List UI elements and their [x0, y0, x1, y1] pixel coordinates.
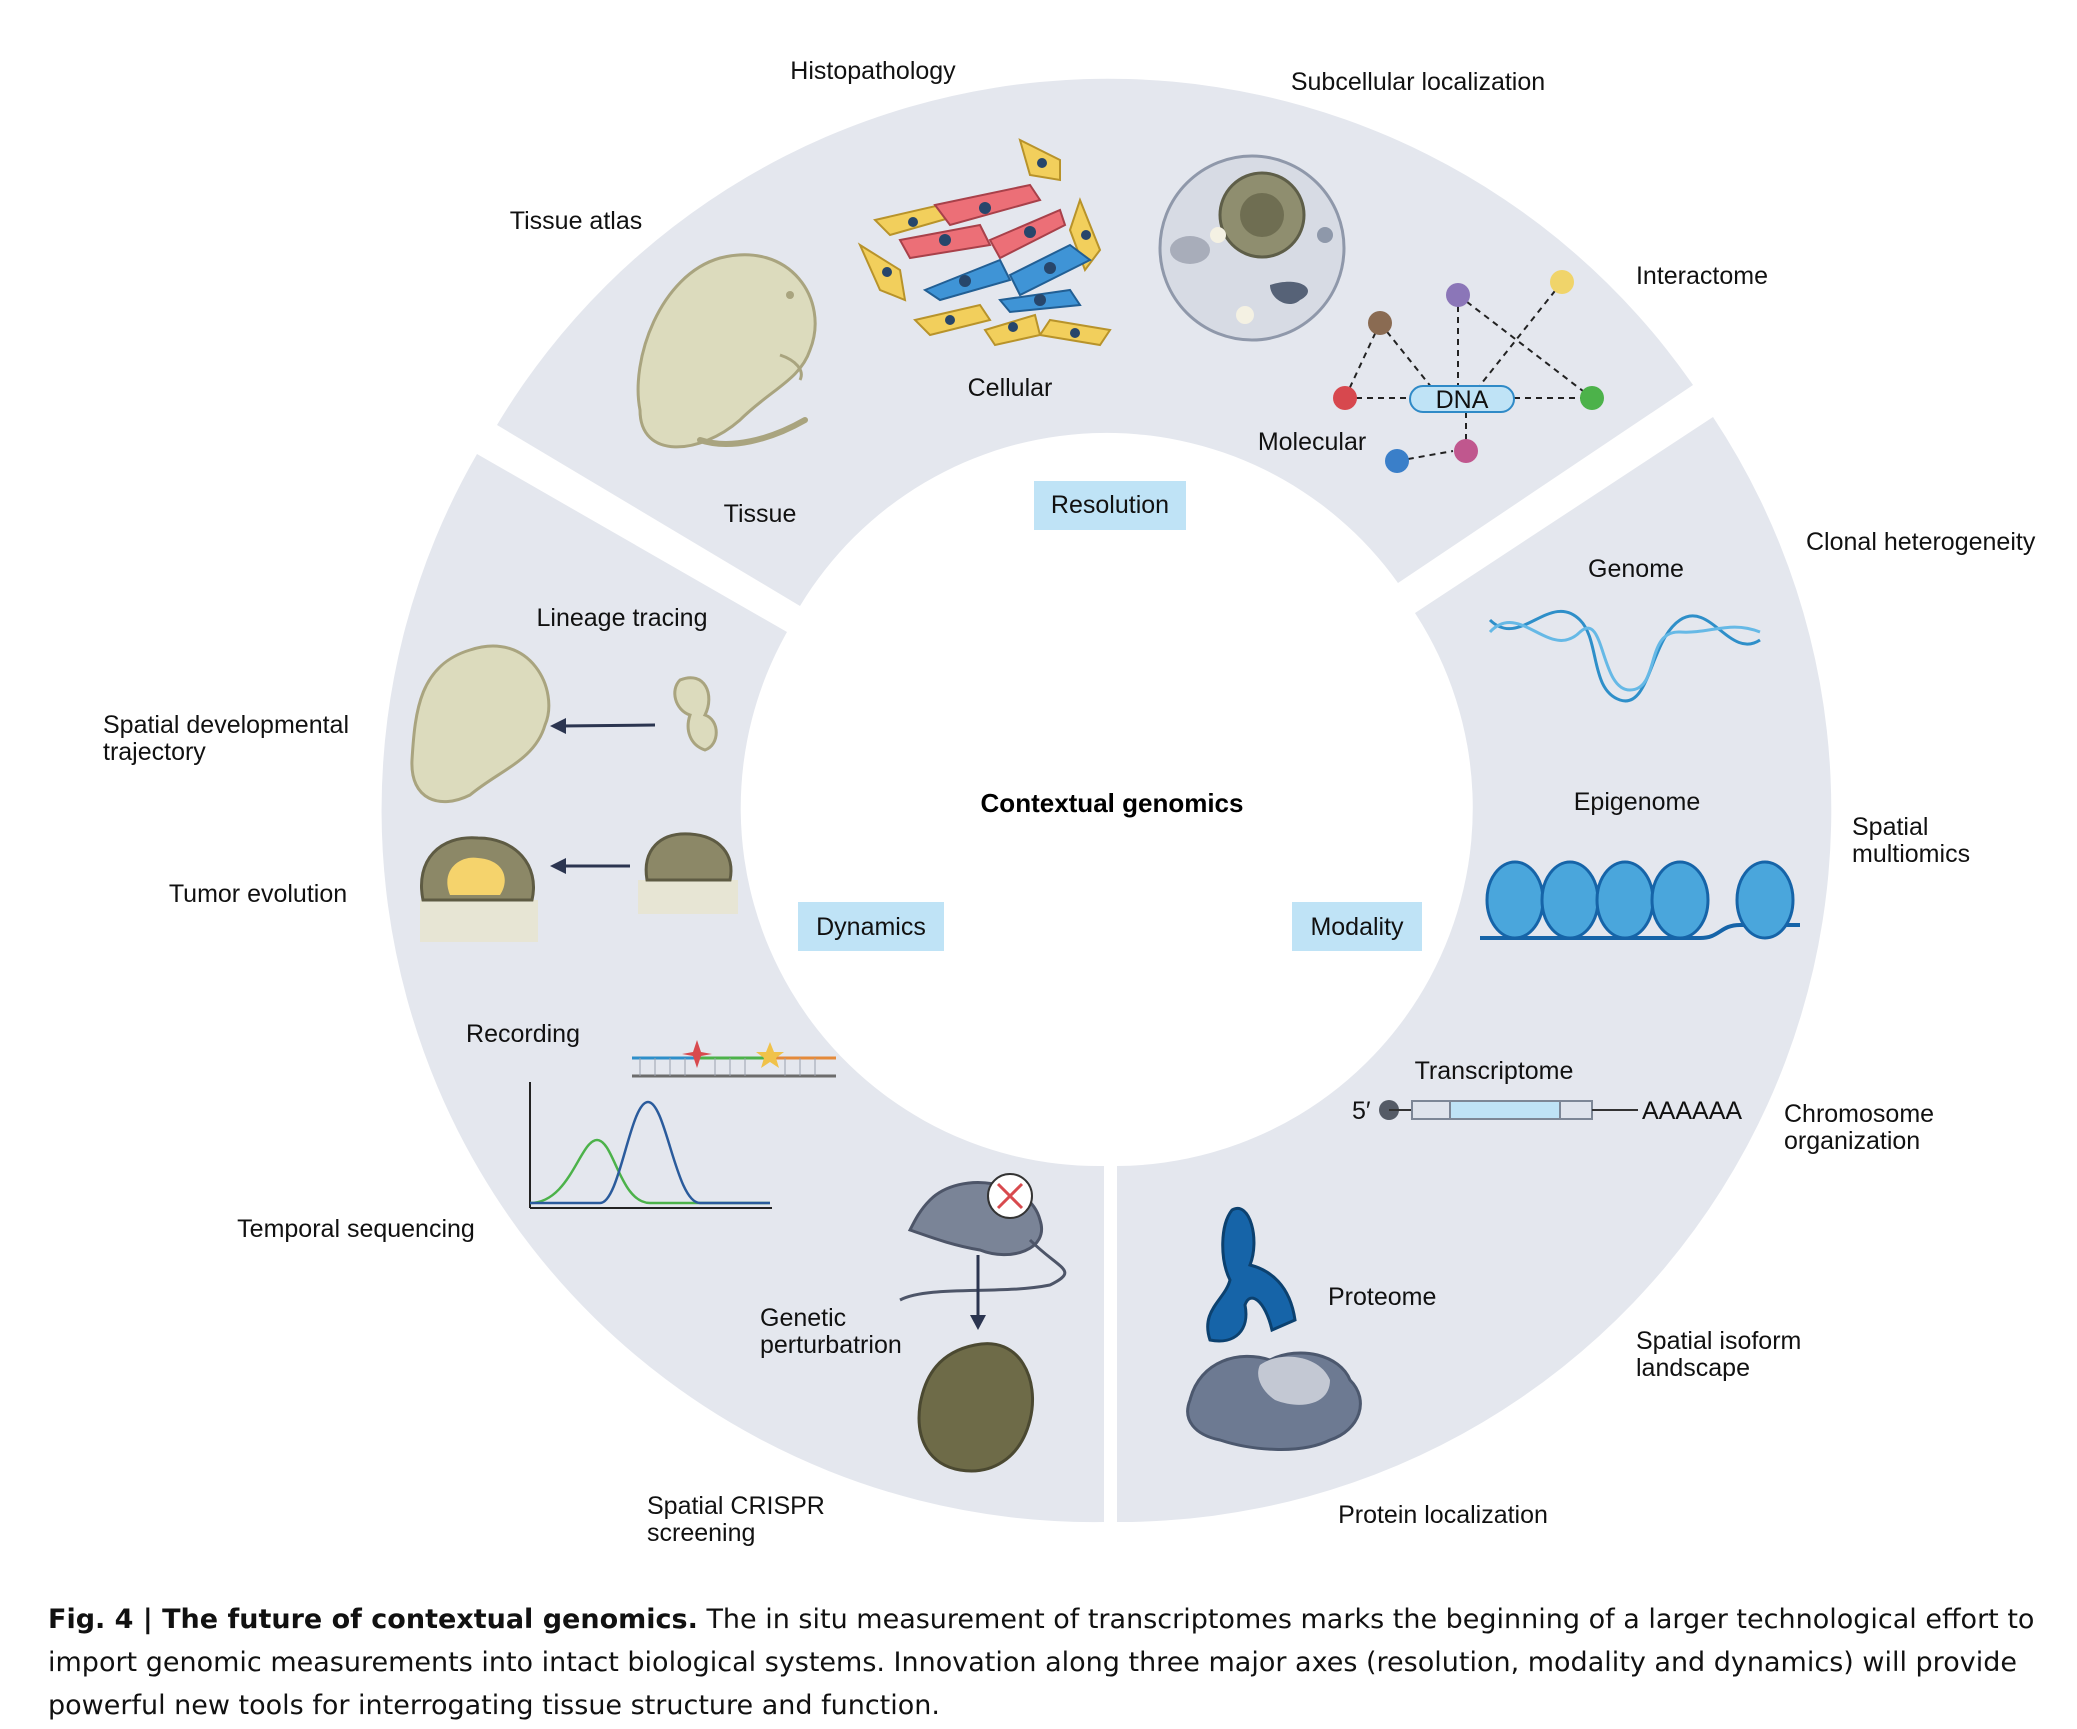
- label-epigenome: Epigenome: [1574, 788, 1700, 816]
- label-chromosome-1: Chromosome: [1784, 1100, 1934, 1128]
- label-spatial-dev-2: trajectory: [103, 738, 206, 766]
- axis-dynamics: Dynamics: [798, 902, 944, 951]
- cells-illustration: [857, 138, 1112, 347]
- label-lineage: Lineage tracing: [537, 604, 708, 632]
- axis-dynamics-label: Dynamics: [816, 913, 926, 941]
- label-cellular: Cellular: [968, 374, 1053, 402]
- mouse-illustration: [899, 1173, 1067, 1330]
- label-interactome: Interactome: [1636, 262, 1768, 290]
- axis-modality: Modality: [1292, 902, 1422, 951]
- label-spatial-multiomics-2: multiomics: [1852, 840, 1970, 868]
- label-crispr-2: screening: [647, 1519, 755, 1547]
- caption-lead: Fig. 4 | The future of contextual genomi…: [48, 1604, 698, 1635]
- epigenome-nucleosomes-illustration: [1480, 860, 1800, 940]
- temporal-plot-illustration: [529, 1082, 772, 1209]
- transcriptome-mrna-illustration: 5′ AAAAAA: [1352, 1097, 1742, 1125]
- label-protein-localization: Protein localization: [1338, 1501, 1548, 1529]
- contextual-genomics-diagram: Contextual genomics Resolution Dynamics …: [103, 57, 2036, 1547]
- tumor-illustration: [420, 832, 738, 942]
- label-clonal-heterogeneity: Clonal heterogeneity: [1806, 528, 2036, 556]
- label-five-prime: 5′: [1352, 1097, 1371, 1125]
- label-isoform-1: Spatial isoform: [1636, 1327, 1801, 1355]
- label-polya: AAAAAA: [1642, 1097, 1742, 1125]
- label-isoform-2: landscape: [1636, 1354, 1750, 1382]
- label-molecular: Molecular: [1258, 428, 1366, 456]
- label-transcriptome: Transcriptome: [1415, 1057, 1574, 1085]
- recording-illustration: [632, 1040, 836, 1078]
- figure-caption: Fig. 4 | The future of contextual genomi…: [48, 1598, 2048, 1727]
- lineage-illustration: [410, 644, 718, 804]
- label-tissue: Tissue: [724, 500, 797, 528]
- label-proteome: Proteome: [1328, 1283, 1436, 1311]
- interactome-illustration: DNA: [1333, 270, 1604, 473]
- label-tumor-evolution: Tumor evolution: [169, 880, 347, 908]
- embryo-dark-illustration: [917, 1342, 1035, 1473]
- label-genetic-1: Genetic: [760, 1304, 846, 1332]
- axis-modality-label: Modality: [1310, 913, 1404, 941]
- caption-body: The in situ measurement of transcriptome…: [48, 1604, 2035, 1721]
- center-title: Contextual genomics: [981, 788, 1244, 818]
- label-spatial-dev-1: Spatial developmental: [103, 711, 349, 739]
- axis-resolution-label: Resolution: [1051, 491, 1169, 519]
- label-histopathology: Histopathology: [790, 57, 956, 85]
- label-chromosome-2: organization: [1784, 1127, 1920, 1155]
- subcellular-illustration: [1158, 154, 1346, 342]
- proteome-illustration: [1206, 1206, 1297, 1343]
- outer-ring: [381, 78, 1832, 1523]
- embryo-illustration: [636, 253, 817, 449]
- label-spatial-multiomics-1: Spatial: [1852, 813, 1928, 841]
- label-temporal-sequencing: Temporal sequencing: [237, 1215, 475, 1243]
- label-crispr-1: Spatial CRISPR: [647, 1492, 825, 1520]
- label-recording: Recording: [466, 1020, 580, 1048]
- label-tissue-atlas: Tissue atlas: [510, 207, 642, 235]
- label-genome: Genome: [1588, 555, 1684, 583]
- label-genetic-2: perturbatrion: [760, 1331, 902, 1359]
- dna-node-label: DNA: [1436, 386, 1489, 414]
- sector-modality: [1117, 417, 1832, 1523]
- axis-resolution: Resolution: [1034, 481, 1186, 530]
- label-subcellular: Subcellular localization: [1291, 68, 1545, 96]
- protein-complex-illustration: [1186, 1351, 1362, 1451]
- genome-helix-illustration: [1488, 609, 1761, 703]
